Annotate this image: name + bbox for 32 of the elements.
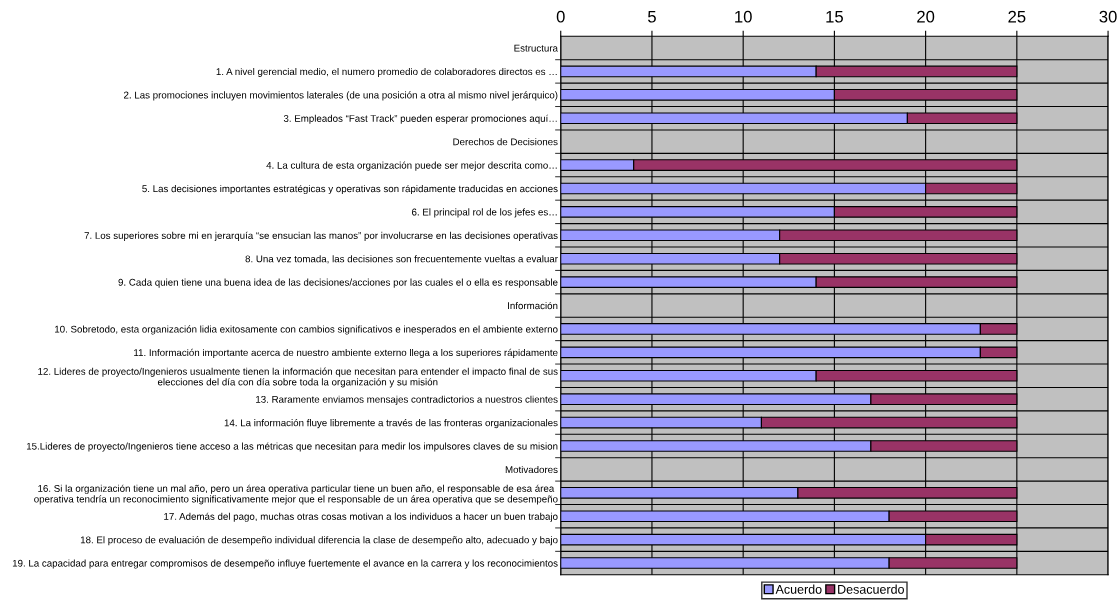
y-tick-label: 9. Cada quien tiene una buena idea de las decisiones/acciones por las cuales el o ella es responsable (118, 278, 558, 288)
y-tick-label: 13. Raramente enviamos mensajes contradictorios a nuestros clientes (256, 395, 558, 405)
y-tick-label: 2. Las promociones incluyen movimientos laterales (de una posición a otra al mismo nivel jerárquico) (124, 91, 558, 101)
y-tick-label: 7. Los superiores sobre mi en jerarquía “se ensucian las manos” por involucrarse en las decisiones operativas (84, 231, 558, 241)
y-tick-label: 17. Además del pago, muchas otras cosas motivan a los individuos a hacer un buen trabajo (164, 512, 558, 522)
y-tick-label: 6. El principal rol de los jefes es… (412, 208, 557, 218)
y-tick-label: 12. Lideres de proyecto/Ingenieros usualmente tienen la información que necesitan para entender el impacto final de sus elecciones del día con día sobre toda la organización y su misión (38, 367, 558, 388)
legend-label: Desacuerdo (838, 584, 904, 594)
y-tick-label: 8. Una vez tomada, las decisiones son frecuentemente vueltas a evaluar (245, 255, 558, 264)
y-tick-label: 19. La capacidad para entregar compromisos de desempeño influye fuertemente el avance en la carrera y los reconocimientos (12, 559, 558, 569)
y-tick-label: 16. Si la organización tiene un mal año, pero un área operativa particular tiene un buen año, el responsable de esa área operativa tendría un reconocimiento significativamente mejor que el responsable de un área operativa que se desempeño (34, 484, 558, 505)
y-tick-label: Derechos de Decisiones (453, 138, 558, 146)
x-tick-label: 5 (647, 10, 656, 23)
x-tick-label: 0 (556, 10, 565, 23)
y-tick-label: 4. La cultura de esta organización puede ser mejor descrita como… (266, 161, 557, 171)
x-tick-label: 30 (1099, 10, 1117, 23)
x-tick-label: 15 (826, 10, 843, 23)
x-tick-label: 10 (735, 10, 752, 23)
y-tick-label: Motivadores (505, 465, 558, 474)
y-tick-label: 10. Sobretodo, esta organización lidia exitosamente con cambios significativos e inesperados en el ambiente externo (55, 325, 558, 335)
y-tick-label: 3. Empleados “Fast Track” pueden esperar promociones aquí… (283, 114, 557, 124)
x-tick-label: 25 (1008, 10, 1026, 23)
legend-label: Acuerdo (775, 584, 822, 594)
y-tick-label: 15.Lideres de proyecto/Ingenieros tiene acceso a las métricas que necesitan para medir los impulsores claves de su mision (26, 442, 558, 452)
y-tick-label: 1. A nivel gerencial medio, el numero promedio de colaboradores directos es … (216, 67, 557, 77)
y-tick-label: Estructura (514, 44, 558, 52)
y-tick-label: Información (508, 301, 558, 310)
y-tick-label: 14. La información fluye libremente a través de las fronteras organizacionales (224, 419, 558, 429)
y-tick-label: 18. El proceso de evaluación de desempeño individual diferencia la clase de desempeño alto, adecuado y bajo (80, 536, 558, 546)
y-tick-label: 5. Las decisiones importantes estratégicas y operativas son rápidamente traducidas en acciones (142, 184, 558, 195)
y-tick-label: 11. Información importante acerca de nuestro ambiente externo llega a los superiores rápidamente (134, 348, 558, 358)
x-tick-label: 20 (917, 10, 935, 23)
